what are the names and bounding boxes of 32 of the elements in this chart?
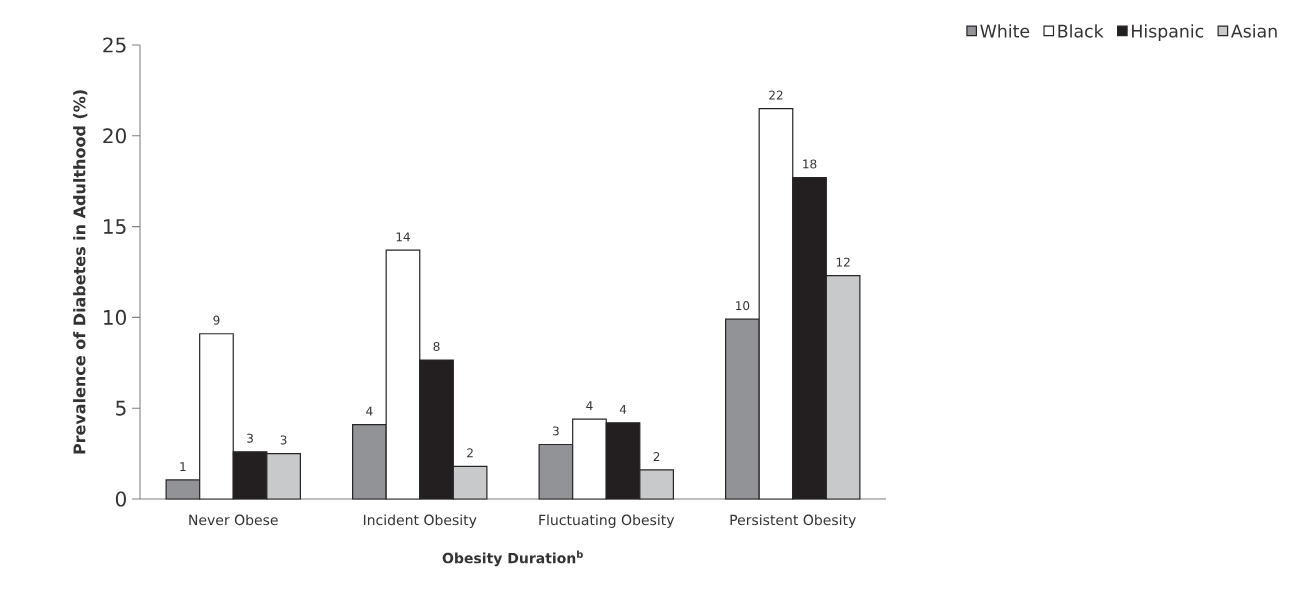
data-label: 3 xyxy=(553,426,559,436)
data-label: 14 xyxy=(396,232,410,242)
legend-label: Asian xyxy=(1230,24,1277,38)
y-axis-title: Prevalence of Diabetes in Adulthood (%) xyxy=(73,90,88,454)
x-tick-label: Incident Obesity xyxy=(363,514,477,528)
y-tick-label: 5 xyxy=(116,400,126,416)
y-tick-label: 25 xyxy=(103,37,126,53)
y-tick-label: 20 xyxy=(103,128,126,144)
data-label: 4 xyxy=(366,406,373,416)
data-label: 1 xyxy=(180,462,186,471)
data-label: 4 xyxy=(619,404,627,414)
data-label: 8 xyxy=(433,341,440,352)
data-label: 3 xyxy=(247,433,253,443)
data-label: 2 xyxy=(467,448,473,458)
data-label: 2 xyxy=(653,451,660,461)
y-tick-label: 15 xyxy=(104,219,126,235)
legend-label: White xyxy=(980,24,1030,38)
data-label: 4 xyxy=(586,401,593,411)
data-label: 9 xyxy=(213,315,220,325)
legend-label: Hispanic xyxy=(1132,24,1204,41)
legend-label: Black xyxy=(1058,24,1104,38)
data-label: 3 xyxy=(280,435,287,445)
y-tick-label: 10 xyxy=(104,309,126,325)
x-axis-title: Obesity Duration$^{b}$ xyxy=(442,550,583,567)
data-label: 18 xyxy=(803,159,817,169)
data-label: 12 xyxy=(836,257,850,267)
data-label: 10 xyxy=(736,301,750,311)
data-label: 22 xyxy=(769,90,783,100)
x-tick-label: Fluctuating Obesity xyxy=(539,514,675,528)
x-tick-label: Never Obese xyxy=(189,514,278,526)
x-tick-label: Persistent Obesity xyxy=(730,514,856,528)
y-tick-label: 0 xyxy=(115,491,126,507)
